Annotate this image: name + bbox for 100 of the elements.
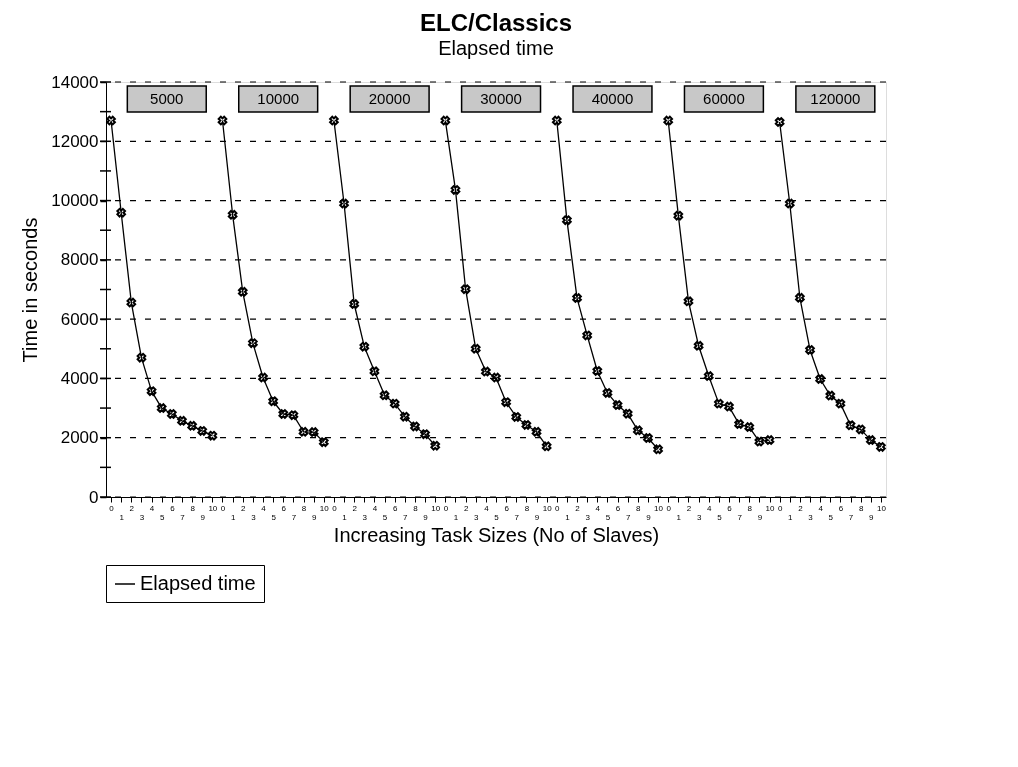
x-tick-label: 7: [180, 512, 186, 522]
point: [298, 426, 309, 437]
x-tick-label: 5: [494, 512, 500, 522]
point: [724, 401, 734, 412]
point: [764, 435, 775, 445]
point: [470, 343, 481, 354]
point: [369, 366, 380, 377]
x-tick-label: 0: [220, 503, 226, 513]
x-tick-label: 6: [281, 503, 287, 513]
x-tick-label: 4: [595, 503, 601, 513]
x-tick-label: 10: [319, 503, 330, 513]
chart-title: ELC/Classics: [419, 9, 573, 36]
point: [784, 198, 795, 209]
point: [531, 426, 542, 437]
x-tick-label: 3: [139, 512, 145, 522]
x-tick-label: 0: [777, 503, 783, 513]
point: [683, 296, 694, 307]
point: [258, 372, 268, 383]
x-tick-label: 6: [727, 503, 733, 513]
y-tick-label: 14000: [51, 72, 99, 92]
x-tick-label: 1: [788, 512, 794, 522]
x-tick-label: 8: [413, 503, 419, 513]
x-tick-label: 8: [190, 503, 196, 513]
x-tick-label: 4: [372, 503, 378, 513]
point: [602, 388, 613, 398]
y-tick-label: 10000: [51, 191, 99, 211]
y-tick-label: 2000: [60, 428, 99, 448]
x-tick-label: 2: [241, 503, 247, 513]
y-tick-label: 12000: [51, 131, 99, 151]
x-tick-label: 6: [170, 503, 176, 513]
x-tick-label: 9: [646, 512, 652, 522]
point: [146, 386, 157, 397]
x-tick-label: 7: [514, 512, 520, 522]
x-tick-label: 6: [392, 503, 398, 513]
point: [855, 424, 866, 435]
point: [521, 420, 532, 430]
x-tick-label: 2: [686, 503, 692, 513]
x-tick-label: 4: [707, 503, 712, 513]
x-tick-label: 7: [737, 512, 743, 522]
point: [673, 210, 684, 221]
x-tick-label: 9: [534, 512, 540, 522]
point: [156, 403, 167, 413]
point: [825, 390, 836, 401]
x-tick-label: 0: [443, 503, 449, 513]
point: [278, 409, 289, 419]
point: [734, 419, 744, 429]
point: [511, 412, 522, 422]
annotation: 60000: [703, 90, 745, 107]
point: [460, 284, 471, 295]
x-tick-label: 8: [301, 503, 307, 513]
point: [632, 425, 643, 436]
point: [106, 115, 116, 126]
x-tick-label: 2: [575, 503, 581, 513]
x-tick-label: 9: [200, 512, 206, 522]
x-tick-label: 10: [765, 503, 775, 513]
point: [197, 426, 208, 436]
point: [116, 207, 127, 218]
point: [207, 430, 218, 441]
point: [177, 415, 187, 426]
chart-subtitle: Elapsed time: [438, 37, 554, 59]
x-axis-title: Increasing Task Sizes (No of Slaves): [333, 523, 660, 546]
point: [318, 437, 329, 447]
annotation: 20000: [368, 90, 411, 107]
x-tick-label: 10: [542, 503, 553, 513]
point: [653, 444, 663, 455]
y-tick-label: 6000: [60, 309, 99, 329]
x-tick-label: 1: [230, 512, 236, 522]
point: [876, 442, 886, 452]
x-tick-label: 5: [717, 512, 723, 522]
x-tick-label: 1: [342, 512, 348, 522]
point: [389, 398, 400, 409]
x-tick-label: 9: [311, 512, 317, 522]
x-tick-label: 6: [838, 503, 844, 513]
point: [329, 115, 339, 126]
legend-label: Elapsed time: [140, 572, 256, 594]
point: [551, 115, 562, 126]
point: [359, 341, 370, 352]
x-tick-label: 10: [654, 503, 664, 513]
annotation: 120000: [810, 90, 861, 107]
point: [865, 435, 876, 445]
point: [410, 421, 420, 432]
y-axis-title: Time in seconds: [19, 217, 42, 363]
point: [126, 297, 137, 308]
x-tick-label: 2: [798, 503, 804, 513]
x-tick-label: 4: [149, 503, 155, 513]
x-tick-label: 3: [474, 512, 480, 522]
x-tick-label: 8: [636, 503, 642, 513]
x-tick-label: 9: [757, 512, 763, 522]
x-tick-label: 8: [524, 503, 530, 513]
x-tick-label: 0: [666, 503, 672, 513]
point: [612, 400, 623, 410]
point: [562, 215, 572, 225]
x-tick-label: 1: [453, 512, 459, 522]
point: [481, 366, 491, 377]
point: [237, 287, 248, 297]
x-tick-label: 4: [818, 503, 824, 513]
x-tick-label: 9: [869, 512, 875, 522]
x-tick-label: 4: [484, 503, 490, 513]
point: [744, 422, 755, 432]
x-tick-label: 0: [332, 503, 338, 513]
